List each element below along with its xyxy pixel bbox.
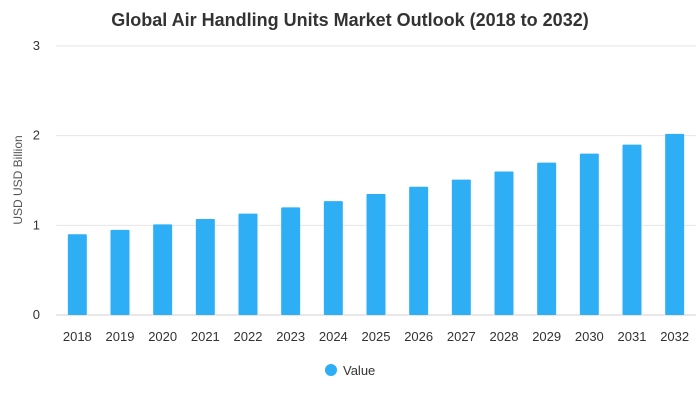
bar-2021[interactable]: [195, 219, 215, 315]
x-tick-label: 2031: [618, 329, 647, 344]
x-tick-label: 2020: [148, 329, 177, 344]
x-tick-label: 2024: [319, 329, 348, 344]
bar-2026[interactable]: [409, 186, 429, 315]
bar-2019[interactable]: [110, 229, 130, 315]
x-tick-label: 2023: [276, 329, 305, 344]
x-tick-label: 2019: [106, 329, 135, 344]
x-tick-label: 2030: [575, 329, 604, 344]
bar-2020[interactable]: [153, 224, 173, 315]
bar-2022[interactable]: [238, 213, 258, 315]
x-tick-label: 2029: [532, 329, 561, 344]
bar-2023[interactable]: [281, 207, 301, 315]
y-axis-ticks: 0 1 2 3: [33, 38, 40, 322]
chart-title: Global Air Handling Units Market Outlook…: [111, 10, 588, 30]
bar-2018[interactable]: [67, 234, 87, 315]
x-axis-ticks: 2018 2019 2020 2021 2022 2023 2024 2025 2026 2027…: [63, 329, 689, 344]
x-tick-label: 2032: [660, 329, 689, 344]
bar-2025[interactable]: [366, 193, 386, 315]
legend-label: Value: [343, 363, 375, 378]
x-tick-label: 2028: [490, 329, 519, 344]
bar-2031[interactable]: [622, 144, 642, 315]
x-tick-label: 2018: [63, 329, 92, 344]
bars: [67, 133, 685, 315]
y-tick-label: 2: [33, 128, 40, 143]
x-tick-label: 2027: [447, 329, 476, 344]
bar-2024[interactable]: [323, 201, 343, 315]
bar-2028[interactable]: [494, 171, 514, 315]
bar-2029[interactable]: [537, 162, 557, 315]
legend-swatch-icon: [325, 364, 337, 376]
x-tick-label: 2021: [191, 329, 220, 344]
y-tick-label: 3: [33, 38, 40, 53]
bar-2030[interactable]: [579, 153, 599, 315]
y-tick-label: 1: [33, 217, 40, 232]
x-tick-label: 2026: [404, 329, 433, 344]
y-tick-label: 0: [33, 307, 40, 322]
legend[interactable]: Value: [325, 363, 375, 378]
x-tick-label: 2025: [362, 329, 391, 344]
bar-2032[interactable]: [665, 133, 685, 315]
bar-2027[interactable]: [451, 179, 471, 315]
x-tick-label: 2022: [234, 329, 263, 344]
y-axis-title: USD USD Billion: [11, 135, 25, 224]
